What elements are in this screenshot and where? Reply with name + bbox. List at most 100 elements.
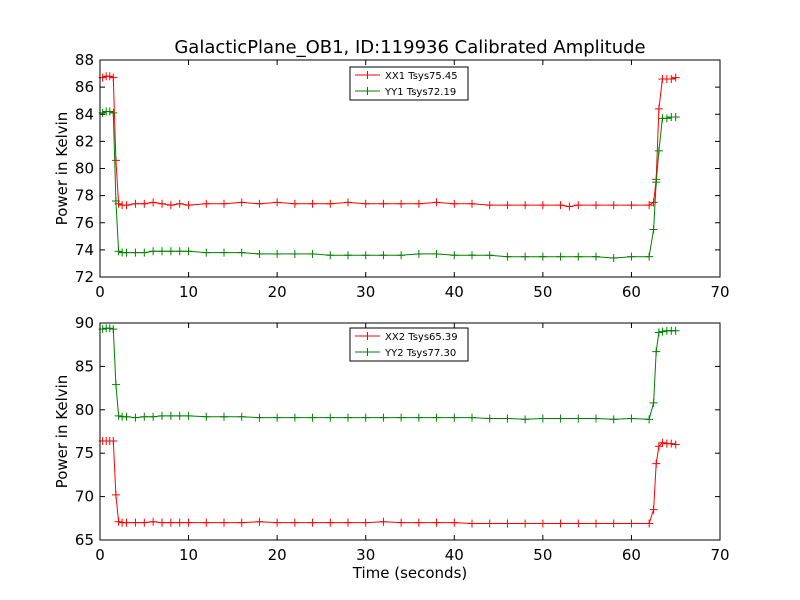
data-point-marker <box>175 518 184 527</box>
data-point-marker <box>166 247 175 256</box>
data-point-marker <box>671 112 680 121</box>
data-point-marker <box>538 414 547 423</box>
data-point-marker <box>662 114 671 123</box>
data-point-marker <box>140 518 149 527</box>
y-tick-label: 78 <box>75 187 94 205</box>
data-point-marker <box>414 249 423 258</box>
data-point-marker <box>432 198 441 207</box>
x-tick-label: 60 <box>622 283 641 301</box>
data-point-marker <box>255 199 264 208</box>
data-point-marker <box>220 199 228 208</box>
data-point-marker <box>308 518 317 527</box>
data-point-marker <box>149 247 158 256</box>
data-point-marker <box>645 252 654 261</box>
data-point-marker <box>344 413 352 422</box>
data-point-marker <box>344 198 352 207</box>
data-point-marker <box>122 518 131 527</box>
data-point-marker <box>654 328 663 337</box>
data-point-marker <box>432 518 441 527</box>
data-point-marker <box>237 248 246 257</box>
data-point-marker <box>237 412 246 421</box>
data-point-marker <box>237 198 246 207</box>
data-point-marker <box>503 414 512 423</box>
data-point-marker <box>609 201 618 210</box>
data-point-marker <box>326 251 335 260</box>
data-point-marker <box>654 146 663 155</box>
data-point-marker <box>414 518 423 527</box>
data-point-marker <box>658 438 667 447</box>
data-point-marker <box>468 413 476 422</box>
data-point-marker <box>175 199 184 208</box>
data-point-marker <box>158 247 166 256</box>
data-point-marker <box>255 517 264 526</box>
legend-box <box>349 66 469 101</box>
data-point-marker <box>574 201 583 210</box>
y-tick-label: 72 <box>75 268 94 286</box>
data-point-marker <box>131 248 140 257</box>
data-point-marker <box>290 518 299 527</box>
x-tick-label: 20 <box>268 283 287 301</box>
data-point-marker <box>131 518 140 527</box>
y-tick-label: 80 <box>75 160 94 178</box>
data-point-marker <box>308 413 317 422</box>
data-point-marker <box>273 249 282 258</box>
data-point-marker <box>649 398 658 407</box>
data-point-marker <box>432 249 441 258</box>
data-point-marker <box>521 252 530 261</box>
data-point-marker <box>667 439 676 448</box>
x-tick-label: 60 <box>622 546 641 564</box>
data-point-marker <box>308 199 317 208</box>
data-point-marker <box>109 73 118 82</box>
legend-swatch-marker <box>363 348 372 356</box>
data-point-marker <box>114 517 123 526</box>
data-point-marker <box>158 518 166 527</box>
data-point-marker <box>414 413 423 422</box>
data-point-marker <box>290 199 299 208</box>
data-point-marker <box>556 519 565 528</box>
x-tick-label: 20 <box>268 546 287 564</box>
data-point-marker <box>202 248 211 257</box>
data-point-marker <box>654 104 663 113</box>
data-point-marker <box>109 108 118 117</box>
data-point-marker <box>521 415 530 424</box>
data-point-marker <box>326 413 335 422</box>
data-point-marker <box>658 327 667 336</box>
data-point-marker <box>627 414 636 423</box>
data-point-marker <box>122 412 131 421</box>
data-point-marker <box>468 251 476 260</box>
data-point-marker <box>667 74 676 83</box>
data-point-marker <box>485 201 494 210</box>
plot-frame <box>99 322 721 541</box>
data-point-marker <box>220 518 228 527</box>
data-point-marker <box>166 201 175 210</box>
data-point-marker <box>158 199 166 208</box>
data-point-marker <box>450 518 459 527</box>
data-point-marker <box>671 440 680 449</box>
data-point-marker <box>237 518 246 527</box>
y-tick-label: 80 <box>75 401 94 419</box>
data-point-marker <box>184 201 193 210</box>
data-point-marker <box>149 412 158 421</box>
data-point-marker <box>166 411 175 420</box>
y-tick-label: 74 <box>75 241 94 259</box>
data-point-marker <box>645 415 654 424</box>
data-point-marker <box>175 247 184 256</box>
data-point-marker <box>379 199 388 208</box>
data-point-marker <box>592 252 600 261</box>
data-point-marker <box>609 519 618 528</box>
data-point-marker <box>326 199 335 208</box>
data-point-marker <box>131 199 140 208</box>
data-point-marker <box>538 252 547 261</box>
legend-entry-label: YY2 Tsys77.30 <box>384 348 456 359</box>
data-point-marker <box>503 252 512 261</box>
data-point-marker <box>468 199 476 208</box>
data-point-marker <box>149 517 158 526</box>
data-point-marker <box>105 324 114 333</box>
legend-box <box>349 327 469 362</box>
data-point-marker <box>140 412 149 421</box>
data-point-marker <box>450 251 459 260</box>
data-point-marker <box>149 198 158 207</box>
data-point-marker <box>379 251 388 260</box>
data-point-marker <box>556 201 565 210</box>
data-point-marker <box>111 156 120 165</box>
